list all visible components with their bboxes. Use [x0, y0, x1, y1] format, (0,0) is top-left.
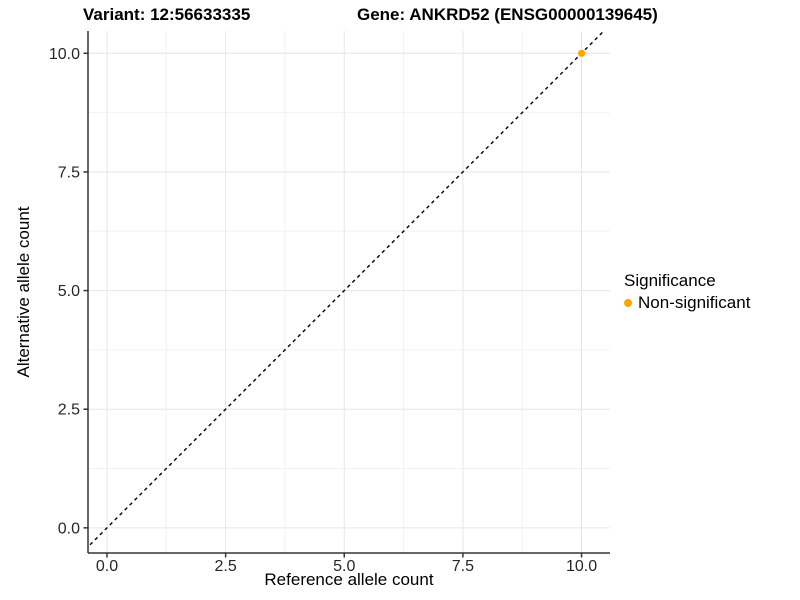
gene-title: Gene: ANKRD52 (ENSG00000139645): [357, 5, 658, 24]
legend-item: Non-significant: [624, 293, 750, 312]
x-tick-label: 10.0: [566, 558, 597, 575]
legend-title: Significance: [624, 271, 716, 290]
legend-item-label: Non-significant: [638, 293, 751, 312]
x-axis-title: Reference allele count: [264, 570, 434, 589]
x-tick-label: 5.0: [333, 558, 355, 575]
x-tick-label: 7.5: [452, 558, 474, 575]
y-tick-label: 7.5: [58, 164, 80, 181]
y-tick-label: 0.0: [58, 520, 80, 537]
x-tick-label: 2.5: [214, 558, 236, 575]
y-tick-label: 2.5: [58, 402, 80, 419]
data-point: [577, 49, 586, 57]
y-tick-label: 10.0: [49, 46, 80, 63]
legend: Significance Non-significant: [624, 271, 750, 312]
y-tick-label: 5.0: [58, 283, 80, 300]
y-axis-title: Alternative allele count: [14, 206, 33, 378]
variant-title: Variant: 12:56633335: [83, 5, 251, 24]
legend-point-icon: [624, 298, 632, 307]
x-tick-label: 0.0: [96, 558, 118, 575]
identity-dashed-line: [88, 31, 605, 548]
